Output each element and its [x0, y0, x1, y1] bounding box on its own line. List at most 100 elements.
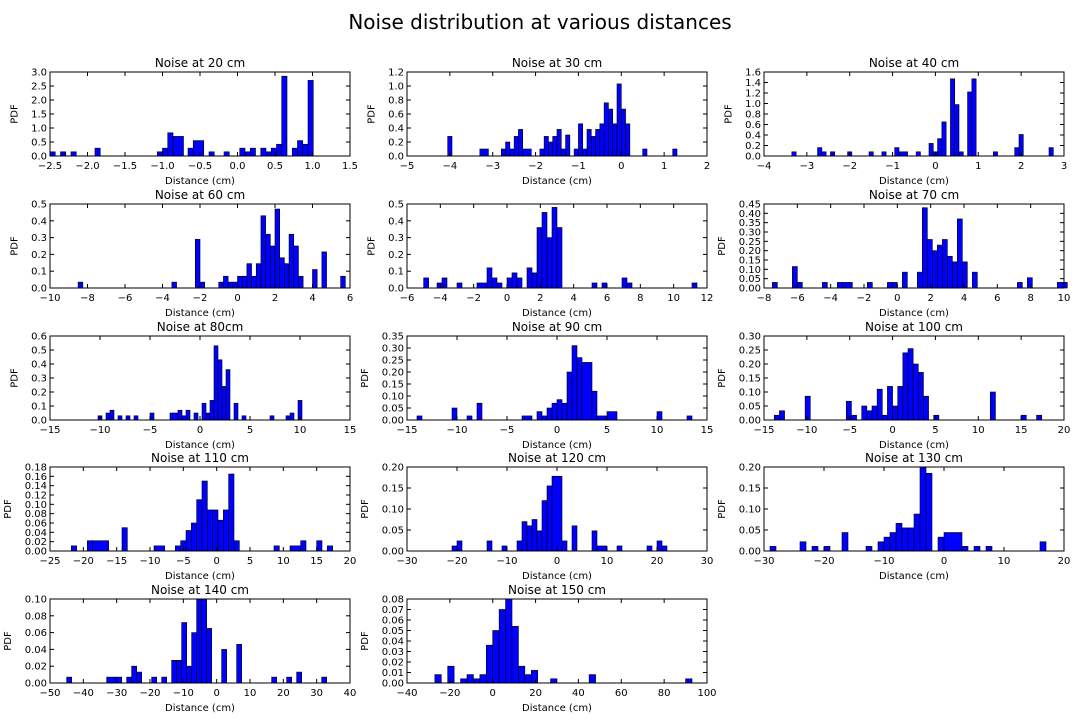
histogram-bar	[167, 132, 174, 157]
subplot-title: Noise at 130 cm	[865, 451, 963, 465]
y-tick-label: 0.20	[739, 463, 761, 474]
histogram-bar	[560, 148, 566, 157]
histogram-bar	[485, 644, 494, 684]
histogram-bar	[526, 525, 533, 552]
histogram-bar	[917, 372, 924, 421]
y-tick-label: 0.20	[382, 463, 404, 474]
histogram-bar	[543, 136, 549, 157]
histogram-bar	[473, 678, 481, 684]
histogram-bar	[181, 415, 187, 421]
x-tick-label: −4	[823, 293, 838, 304]
x-tick-label: −15	[396, 425, 417, 436]
histogram-bar	[989, 391, 996, 421]
histogram-bar	[927, 239, 933, 289]
y-tick-label: 0.05	[382, 404, 404, 415]
histogram-bar	[922, 207, 928, 289]
histogram-bar	[917, 271, 923, 289]
x-tick-label: −10	[139, 556, 160, 567]
subplot-13: −50 −40 −30 −20 −10 0 10 20 30 40 0.00 0.02 0.04 0.06…	[3, 583, 356, 714]
histogram-bar	[868, 151, 874, 157]
histogram-bar	[841, 532, 849, 552]
y-tick-label: 0.15	[739, 484, 761, 495]
histogram-bar	[131, 665, 137, 684]
histogram-bar	[201, 402, 207, 421]
histogram-bar	[817, 147, 823, 157]
plot-area	[764, 72, 1064, 156]
histogram-bar	[971, 78, 977, 157]
y-axis-label: PDF	[717, 236, 728, 256]
y-tick-label: 0.10	[382, 392, 404, 403]
x-tick-label: 0	[941, 556, 947, 567]
x-tick-label: −2	[857, 293, 872, 304]
x-tick-label: −5	[500, 425, 515, 436]
y-tick-label: 0.20	[739, 360, 761, 371]
x-tick-label: −5	[176, 556, 191, 567]
x-tick-label: −50	[39, 688, 60, 699]
histogram-bar	[265, 151, 272, 157]
x-tick-label: 0	[889, 425, 895, 436]
x-tick-label: 20	[1058, 425, 1071, 436]
x-tick-label: 80	[658, 688, 671, 699]
histogram-bar	[288, 233, 295, 289]
histogram-bar	[865, 546, 873, 552]
histogram-bar	[181, 622, 187, 684]
histogram-bar	[973, 546, 981, 552]
x-tick-label: 0.5	[267, 161, 283, 172]
histogram-bar	[175, 545, 181, 552]
histogram-bar	[207, 509, 213, 552]
histogram-bar	[500, 148, 506, 157]
x-tick-label: 40	[344, 688, 357, 699]
histogram-bar	[626, 282, 633, 289]
y-tick-label: 0.0	[31, 152, 47, 163]
x-tick-label: 2	[272, 293, 278, 304]
x-tick-label: −8	[80, 293, 95, 304]
x-tick-label: −20	[446, 556, 467, 567]
histogram-bar	[270, 147, 277, 157]
histogram-bar	[1020, 414, 1027, 421]
histogram-bar	[566, 371, 573, 421]
y-tick-label: 0.08	[25, 509, 47, 520]
histogram-bar	[205, 412, 211, 421]
y-tick-label: 0.10	[739, 265, 761, 276]
y-tick-label: 0.4	[388, 124, 404, 135]
x-tick-label: −2	[528, 161, 543, 172]
histogram-bar	[509, 148, 515, 157]
histogram-bar	[541, 212, 548, 289]
x-axis-label: Distance (cm)	[522, 440, 592, 451]
y-axis-label: PDF	[723, 104, 734, 124]
histogram-bar	[217, 359, 223, 421]
subplot-3: −4 −3 −2 −1 0 1 2 3 0.00.20.40.60.81.01.21.41.6 N…	[723, 56, 1067, 187]
x-tick-label: −1	[885, 161, 900, 172]
histogram-bar	[297, 140, 304, 157]
histogram-bar	[536, 227, 543, 289]
x-tick-label: 4	[961, 293, 967, 304]
x-tick-label: −25	[39, 556, 60, 567]
x-tick-label: −10	[796, 425, 817, 436]
histogram-bar	[244, 151, 251, 157]
histogram-bar	[823, 546, 831, 552]
x-axis-label: Distance (cm)	[879, 308, 949, 319]
histogram-bar	[521, 415, 533, 421]
histogram-bar	[241, 275, 248, 289]
y-axis-label: PDF	[366, 104, 377, 124]
y-tick-label: 0.2	[31, 250, 47, 261]
y-tick-label: 0.14	[25, 481, 47, 492]
histogram-bar	[769, 546, 777, 552]
y-tick-label: 1.0	[388, 82, 404, 93]
y-tick-label: 0.05	[382, 526, 404, 537]
y-tick-label: 2.5	[31, 82, 47, 93]
histogram-bar	[581, 362, 593, 421]
subplot-title: Noise at 110 cm	[151, 451, 249, 465]
histogram-bar	[511, 272, 518, 289]
histogram-bar	[937, 536, 945, 552]
y-tick-label: 0.00	[382, 679, 404, 690]
histogram-bar	[70, 151, 77, 157]
histogram-bar	[596, 415, 608, 421]
x-tick-label: 20	[651, 556, 664, 567]
y-axis-label: PDF	[3, 499, 14, 519]
y-tick-label: 0.00	[739, 416, 761, 427]
histogram-bar	[894, 147, 900, 157]
histogram-bar	[223, 151, 230, 157]
histogram-bar	[530, 670, 539, 684]
plot-frame	[49, 466, 351, 552]
